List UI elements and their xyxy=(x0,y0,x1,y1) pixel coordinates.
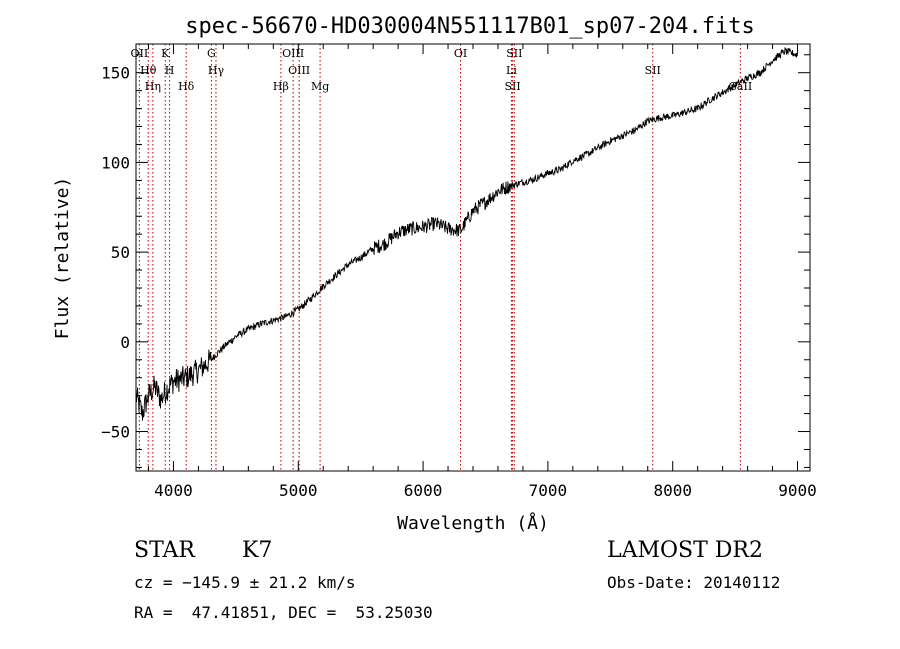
redshift-value: cz = −145.9 ± 21.2 km/s xyxy=(134,573,356,592)
line-label: SII xyxy=(506,47,522,60)
line-label: OIII xyxy=(288,64,310,77)
object-subclass: K7 xyxy=(242,538,273,563)
y-tick-label: 150 xyxy=(101,64,130,83)
line-label: K xyxy=(161,47,170,60)
x-tick-label: 9000 xyxy=(778,481,817,500)
object-class: STAR xyxy=(134,538,195,563)
line-label: OII xyxy=(131,47,149,60)
line-label: Hβ xyxy=(273,80,289,93)
x-tick-label: 5000 xyxy=(279,481,318,500)
coordinates: RA = 47.41851, DEC = 53.25030 xyxy=(134,603,433,622)
x-tick-label: 6000 xyxy=(404,481,443,500)
line-label: CaII xyxy=(729,80,753,93)
line-label: SII xyxy=(645,64,661,77)
y-tick-label: −50 xyxy=(101,423,130,442)
survey-name: LAMOST DR2 xyxy=(607,538,763,563)
chart-title: spec-56670-HD030004N551117B01_sp07-204.f… xyxy=(185,14,755,39)
spectral-line-labels: OIIHθHηKHHδGHγHβOIIIOIIIMgOILiSIISIISIIC… xyxy=(131,47,753,93)
spectral-line-markers xyxy=(138,44,741,471)
line-label: Hθ xyxy=(140,64,157,77)
x-tick-label: 4000 xyxy=(154,481,193,500)
y-tick-label: 50 xyxy=(111,243,130,262)
spectrum-trace xyxy=(135,46,798,421)
line-label: Li xyxy=(506,64,517,77)
line-label: Mg xyxy=(311,80,329,93)
axis-ticks: 4000 5000 6000 7000 8000 9000 −50 0 50 100 150 xyxy=(101,44,817,500)
line-label: H xyxy=(165,64,175,77)
plot-frame xyxy=(135,43,811,472)
line-label: G xyxy=(207,47,216,60)
line-label: OIII xyxy=(282,47,304,60)
x-axis-label: Wavelength (Å) xyxy=(397,512,549,534)
observation-date: Obs-Date: 20140112 xyxy=(607,573,781,592)
x-tick-label: 7000 xyxy=(529,481,568,500)
line-label: Hγ xyxy=(208,64,225,77)
line-label: Hη xyxy=(145,80,161,93)
x-tick-label: 8000 xyxy=(653,481,692,500)
y-tick-label: 0 xyxy=(120,333,130,352)
y-axis-label: Flux (relative) xyxy=(52,177,73,340)
line-label: OI xyxy=(454,47,467,60)
line-label: Hδ xyxy=(178,80,195,93)
y-tick-label: 100 xyxy=(101,153,130,172)
line-label: SII xyxy=(504,80,520,93)
